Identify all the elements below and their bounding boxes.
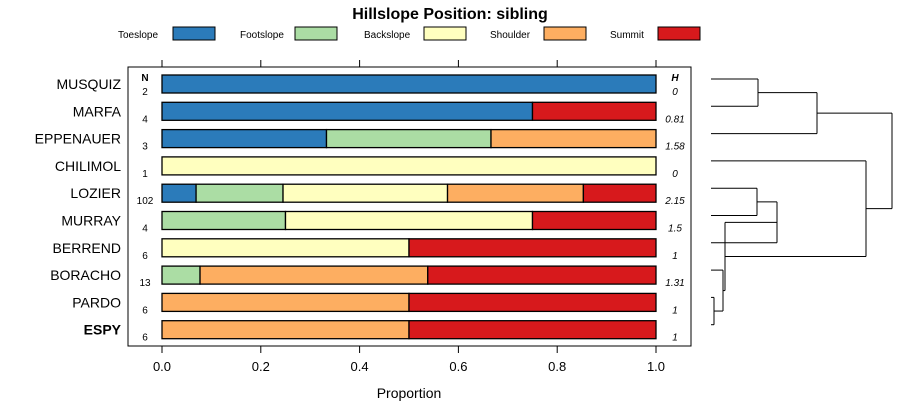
- bar-segment-boracho-summit: [427, 265, 657, 285]
- row-h-chilimol: 0: [672, 169, 678, 180]
- bar-segment-boracho-footslope: [161, 265, 201, 285]
- bar-segment-lozier-shoulder: [446, 183, 585, 203]
- row-label-pardo: PARDO: [72, 294, 121, 310]
- row-label-lozier: LOZIER: [70, 185, 121, 201]
- n-header: N: [141, 73, 148, 84]
- legend-label-summit: Summit: [610, 30, 644, 41]
- bar-segment-musquiz-toeslope: [161, 74, 657, 94]
- row-n-pardo: 6: [142, 305, 148, 316]
- bar-segment-chilimol-backslope: [161, 156, 657, 176]
- row-n-eppenauer: 3: [142, 142, 148, 153]
- legend-label-footslope: Footslope: [240, 30, 284, 41]
- bar-segment-eppenauer-footslope: [325, 128, 492, 149]
- chart-title: Hillslope Position: sibling: [352, 6, 548, 23]
- x-tick-label: 0.8: [548, 359, 566, 374]
- bar-segment-marfa-summit: [531, 101, 657, 121]
- row-n-berrend: 6: [142, 251, 148, 262]
- bar-segment-marfa-toeslope: [161, 101, 534, 121]
- bar-segment-espy-shoulder: [161, 320, 410, 340]
- row-label-boracho: BORACHO: [50, 267, 121, 283]
- legend-label-backslope: Backslope: [364, 30, 411, 41]
- legend-label-shoulder: Shoulder: [490, 30, 531, 41]
- row-n-chilimol: 1: [142, 169, 148, 180]
- row-h-lozier: 2.15: [664, 196, 685, 207]
- legend-swatch-backslope: [423, 26, 467, 41]
- bar-segment-eppenauer-shoulder: [490, 128, 657, 149]
- h-header: H: [671, 73, 679, 84]
- row-h-murray: 1.5: [668, 224, 682, 235]
- row-label-musquiz: MUSQUIZ: [56, 76, 121, 92]
- bar-segment-pardo-summit: [408, 292, 657, 313]
- x-axis-label: Proportion: [377, 385, 442, 401]
- bar-segment-berrend-summit: [408, 238, 657, 258]
- row-n-marfa: 4: [142, 114, 148, 125]
- bar-segment-lozier-toeslope: [161, 183, 197, 203]
- x-tick-label: 1.0: [647, 359, 665, 374]
- row-label-berrend: BERREND: [53, 240, 121, 256]
- bar-segment-boracho-shoulder: [199, 265, 429, 285]
- bar-segment-espy-summit: [408, 320, 657, 340]
- legend-swatch-toeslope: [172, 26, 216, 41]
- row-label-marfa: MARFA: [73, 103, 122, 119]
- row-label-eppenauer: EPPENAUER: [35, 131, 121, 147]
- bar-segment-murray-summit: [531, 210, 657, 231]
- x-axis: 0.0 0.2 0.4 0.6 0.8 1.0: [153, 60, 665, 374]
- legend: Toeslope Footslope Backslope Shoulder Summit: [118, 26, 701, 41]
- legend-swatch-footslope: [294, 26, 338, 41]
- row-h-pardo: 1: [672, 305, 678, 316]
- dendrogram: [711, 78, 893, 326]
- row-h-boracho: 1.31: [665, 278, 684, 289]
- x-tick-label: 0.6: [449, 359, 467, 374]
- row-h-musquiz: 0: [672, 87, 678, 98]
- x-tick-label: 0.4: [351, 359, 369, 374]
- legend-swatch-summit: [657, 26, 701, 41]
- row-label-chilimol: CHILIMOL: [55, 158, 121, 174]
- x-tick-label: 0.0: [153, 359, 171, 374]
- row-n-murray: 4: [142, 224, 148, 235]
- bar-segment-berrend-backslope: [161, 238, 410, 258]
- bar-segment-lozier-summit: [582, 183, 657, 203]
- row-n-musquiz: 2: [142, 87, 148, 98]
- bar-segment-lozier-footslope: [195, 183, 284, 203]
- row-h-berrend: 1: [672, 251, 678, 262]
- row-n-boracho: 13: [139, 278, 151, 289]
- x-tick-label: 0.2: [252, 359, 270, 374]
- bar-segment-lozier-backslope: [282, 183, 449, 203]
- row-h-eppenauer: 1.58: [665, 142, 685, 153]
- row-h-marfa: 0.81: [665, 114, 684, 125]
- bar-rows: MUSQUIZ 2 0 MARFA 4 0.81 EPPENAUER 3 1.58 CHILIMO…: [35, 74, 685, 344]
- plot-frame: [127, 66, 692, 347]
- bar-segment-murray-backslope: [284, 210, 534, 231]
- row-n-lozier: 102: [137, 196, 154, 207]
- bar-segment-eppenauer-toeslope: [161, 128, 328, 149]
- row-label-espy: ESPY: [84, 322, 122, 338]
- legend-label-toeslope: Toeslope: [118, 30, 158, 41]
- bar-segment-pardo-shoulder: [161, 292, 410, 313]
- row-n-espy: 6: [142, 333, 148, 344]
- row-label-murray: MURRAY: [61, 213, 121, 229]
- legend-swatch-shoulder: [543, 26, 587, 41]
- bar-segment-murray-footslope: [161, 210, 287, 231]
- row-h-espy: 1: [672, 333, 678, 344]
